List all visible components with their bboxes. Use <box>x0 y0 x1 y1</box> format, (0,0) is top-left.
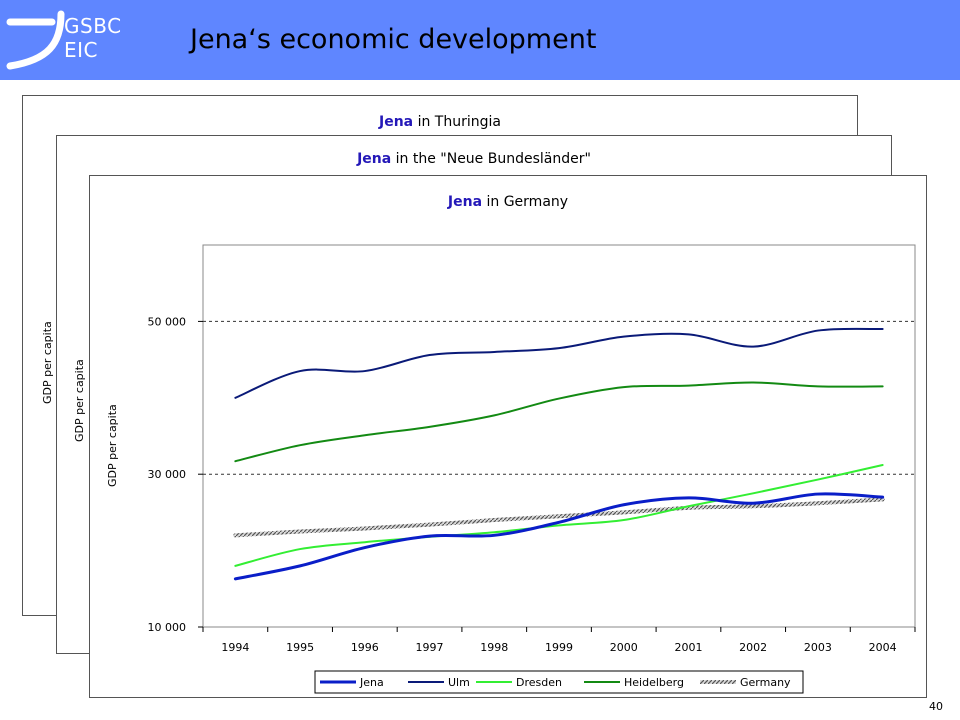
series-line-dresden <box>234 464 884 567</box>
card-title: Jena in the "Neue Bundesländer" <box>57 151 891 167</box>
x-tick-label: 1996 <box>351 641 379 654</box>
card-title-rest: in the "Neue Bundesländer" <box>391 151 591 167</box>
logo-line2: EIC <box>64 38 98 62</box>
card-title-highlight: Jena <box>357 151 392 167</box>
logo-text: GSBC EIC <box>64 14 122 62</box>
x-tick-label: 2003 <box>804 641 832 654</box>
gsbc-logo-icon <box>6 10 65 70</box>
plot-area <box>202 244 916 628</box>
x-tick-label: 2000 <box>610 641 638 654</box>
legend-label: Ulm <box>448 676 470 689</box>
legend-box <box>314 670 804 694</box>
x-tick-label: 1994 <box>221 641 249 654</box>
series-line-jena <box>233 492 885 581</box>
legend-label: Heidelberg <box>624 676 684 689</box>
legend-label: Dresden <box>516 676 562 689</box>
x-tick-label: 1995 <box>286 641 314 654</box>
x-tick-label: 1998 <box>480 641 508 654</box>
legend-label: Jena <box>359 676 384 689</box>
x-tick-label: 2001 <box>674 641 702 654</box>
card-title-highlight: Jena <box>379 114 414 130</box>
card-title-highlight: Jena <box>447 194 483 210</box>
y-tick-label: 30 000 <box>148 468 187 481</box>
card-title-rest: in Thuringia <box>413 114 501 130</box>
x-tick-label: 2002 <box>739 641 767 654</box>
y-tick-label: 50 000 <box>148 315 187 328</box>
legend-label: Germany <box>740 676 791 689</box>
logo-line1: GSBC <box>64 14 122 38</box>
card-title: Jena in Germany <box>90 194 926 210</box>
page-number: 40 <box>929 700 943 713</box>
card-title-rest: in Germany <box>482 194 569 210</box>
series-line-ulm <box>234 327 884 399</box>
y-tick-label: 10 000 <box>148 621 187 634</box>
slide-title: Jena‘s economic development <box>190 24 597 55</box>
x-tick-label: 2004 <box>869 641 897 654</box>
header-bar: GSBC EIC Jena‘s economic development <box>0 0 960 80</box>
x-tick-label: 1999 <box>545 641 573 654</box>
series-line-germany <box>233 497 885 538</box>
x-tick-label: 1997 <box>416 641 444 654</box>
series-line-heidelberg <box>234 381 884 463</box>
card-title: Jena in Thuringia <box>23 114 857 130</box>
